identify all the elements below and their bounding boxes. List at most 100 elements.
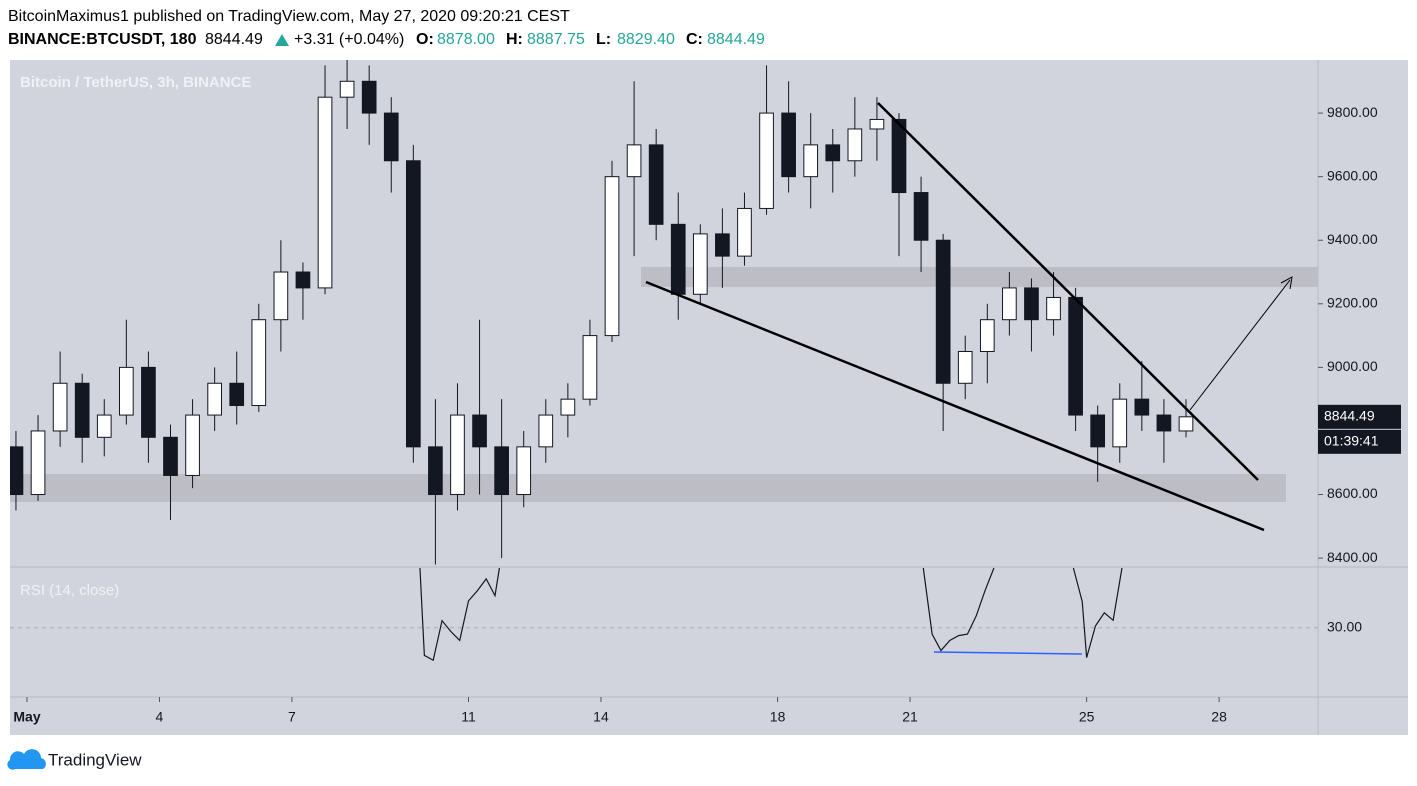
countdown: 01:39:41 bbox=[1324, 433, 1379, 449]
candle-body bbox=[825, 144, 841, 162]
candle-body bbox=[405, 160, 421, 448]
candle-body bbox=[428, 446, 443, 496]
x-tick-label: 21 bbox=[902, 709, 918, 725]
x-tick-label: 14 bbox=[593, 709, 609, 725]
rsi-tick-label: 30.00 bbox=[1327, 618, 1362, 634]
candle-body bbox=[913, 192, 929, 241]
symbol: BINANCE:BTCUSDT, 180 bbox=[8, 31, 197, 48]
candle-body bbox=[781, 112, 796, 178]
lower-trendline bbox=[645, 280, 1265, 532]
candle-body bbox=[1046, 296, 1061, 321]
ohlc-label: H: bbox=[506, 31, 523, 48]
ohlc-label: O: bbox=[416, 31, 434, 48]
chart-title: Bitcoin / TetherUS, 3h, BINANCE bbox=[20, 74, 251, 91]
candle-body bbox=[494, 446, 509, 496]
price-tag bbox=[1318, 404, 1401, 429]
candle-body bbox=[383, 112, 399, 162]
candle-body bbox=[538, 414, 554, 448]
upper-trendline bbox=[877, 102, 1259, 481]
publish-line: BitcoinMaximus1 published on TradingView… bbox=[8, 8, 570, 25]
candle-body bbox=[935, 239, 951, 384]
rsi-label: RSI (14, close) bbox=[20, 582, 119, 599]
x-tick-label: 25 bbox=[1079, 709, 1095, 725]
candle-body bbox=[251, 319, 267, 407]
candle-body bbox=[715, 233, 730, 257]
candle-body bbox=[648, 144, 664, 225]
projection-arrow bbox=[1189, 279, 1291, 411]
candle-body bbox=[604, 176, 620, 337]
candle-body bbox=[957, 350, 973, 384]
brand-logo bbox=[7, 749, 46, 770]
ohlc-label: L: bbox=[596, 31, 611, 48]
y-tick-label: 9800.00 bbox=[1327, 104, 1378, 120]
x-tick-label: 11 bbox=[461, 709, 476, 725]
candle-body bbox=[185, 414, 200, 476]
countdown-bg bbox=[1318, 429, 1401, 454]
candle-body bbox=[1024, 287, 1039, 321]
candle-body bbox=[207, 382, 222, 416]
ohlc-value: 8829.40 bbox=[617, 31, 675, 48]
ohlc-value: 8887.75 bbox=[527, 31, 585, 48]
divergence-line bbox=[933, 651, 1083, 655]
price-tag-label: 8844.49 bbox=[1324, 408, 1375, 424]
up-icon bbox=[275, 34, 289, 46]
candle-body bbox=[891, 118, 907, 194]
candle-body bbox=[163, 436, 178, 476]
y-tick-label: 9400.00 bbox=[1327, 231, 1378, 247]
candle-body bbox=[273, 271, 289, 321]
candle-body bbox=[1178, 416, 1194, 432]
candle-body bbox=[361, 80, 377, 114]
candle-body bbox=[1090, 414, 1106, 448]
candle-body bbox=[560, 398, 576, 416]
candle-body bbox=[516, 446, 532, 496]
brand: TradingView bbox=[48, 750, 142, 769]
y-tick-label: 9600.00 bbox=[1327, 167, 1378, 183]
candle-body bbox=[450, 414, 465, 496]
candle-body bbox=[96, 414, 112, 438]
ohlc-value: 8878.00 bbox=[437, 31, 495, 48]
candle-body bbox=[692, 233, 708, 295]
candle-body bbox=[1134, 398, 1150, 416]
candle-body bbox=[737, 207, 752, 257]
y-tick-label: 9200.00 bbox=[1327, 295, 1378, 311]
candle-body bbox=[52, 382, 68, 432]
change: +3.31 (+0.04%) bbox=[294, 31, 404, 48]
candle-body bbox=[30, 430, 46, 496]
candle-body bbox=[803, 144, 819, 178]
candle-body bbox=[317, 96, 333, 289]
candle-body bbox=[1002, 287, 1017, 321]
arrow-head bbox=[1280, 276, 1293, 290]
last-price: 8844.49 bbox=[205, 31, 263, 48]
candle-body bbox=[74, 382, 90, 438]
resistance-zone bbox=[641, 267, 1318, 287]
rsi-line bbox=[419, 567, 1123, 662]
x-tick-label: 4 bbox=[156, 709, 164, 725]
candle-body bbox=[229, 382, 245, 407]
candle-body bbox=[118, 366, 134, 416]
ohlc-label: C: bbox=[686, 31, 703, 48]
candle-body bbox=[472, 414, 487, 448]
y-tick-label: 8600.00 bbox=[1327, 485, 1378, 501]
candle-body bbox=[869, 118, 885, 130]
candle-body bbox=[582, 335, 598, 400]
x-tick-label: 18 bbox=[770, 709, 786, 725]
candle-body bbox=[847, 128, 863, 162]
candle-body bbox=[141, 366, 156, 438]
candle-body bbox=[1156, 414, 1172, 432]
ohlc-value: 8844.49 bbox=[707, 31, 765, 48]
y-tick-label: 9000.00 bbox=[1327, 358, 1378, 374]
x-tick-label: 28 bbox=[1211, 709, 1227, 725]
x-tick-label: 7 bbox=[288, 709, 296, 725]
candle-body bbox=[626, 144, 642, 178]
candle-body bbox=[10, 446, 24, 496]
candle-body bbox=[339, 80, 355, 98]
y-tick-label: 8400.00 bbox=[1327, 549, 1378, 565]
candle-body bbox=[670, 223, 686, 295]
candle-body bbox=[1068, 296, 1083, 416]
x-tick-label: May bbox=[13, 709, 40, 725]
candle-body bbox=[1112, 398, 1128, 448]
candle-body bbox=[295, 271, 311, 289]
candles bbox=[10, 60, 1194, 565]
